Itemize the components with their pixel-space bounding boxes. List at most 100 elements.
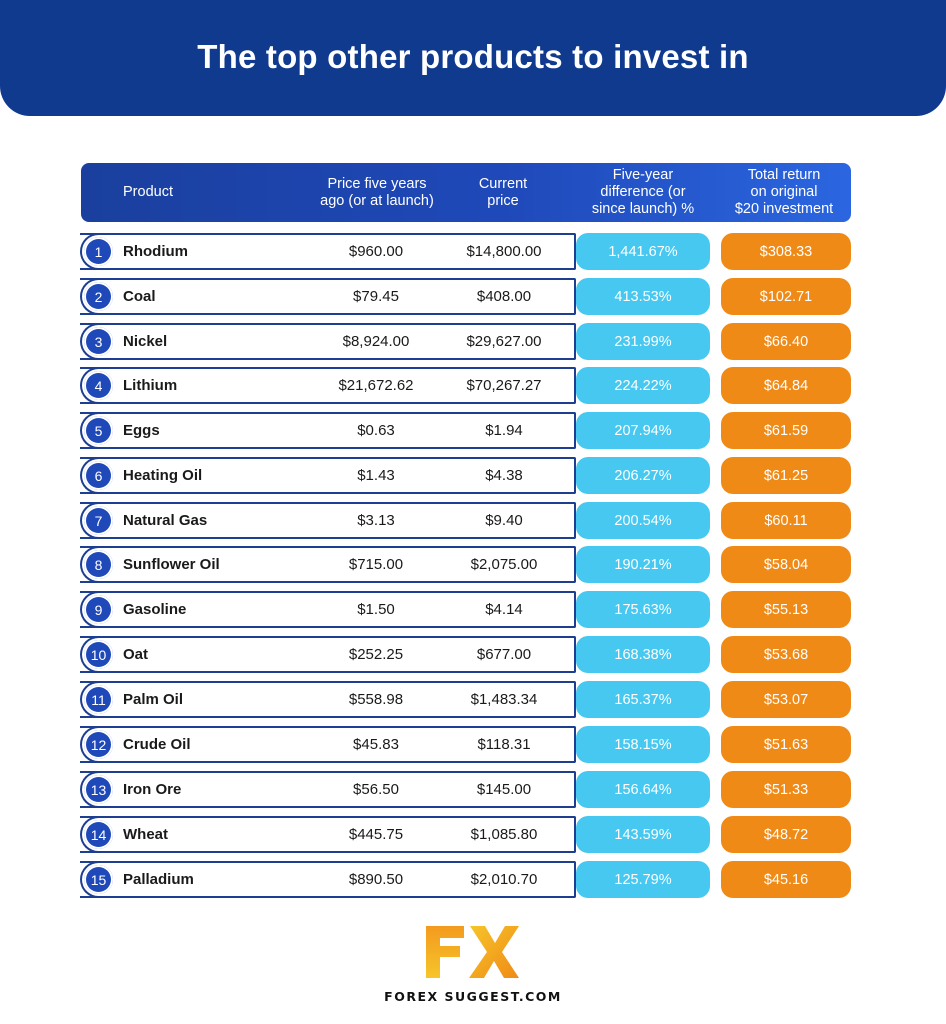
table-row: 7 Natural Gas $3.13 $9.40 200.54% $60.11 <box>80 502 851 539</box>
rank-badge: 6 <box>84 461 113 490</box>
table-row: 13 Iron Ore $56.50 $145.00 156.64% $51.33 <box>80 771 851 808</box>
row-border <box>80 502 576 539</box>
table-row: 10 Oat $252.25 $677.00 168.38% $53.68 <box>80 636 851 673</box>
table-row: 5 Eggs $0.63 $1.94 207.94% $61.59 <box>80 412 851 449</box>
difference-percent-pill: 413.53% <box>576 278 710 315</box>
row-border <box>80 816 576 853</box>
table-row: 9 Gasoline $1.50 $4.14 175.63% $55.13 <box>80 591 851 628</box>
current-price: $118.31 <box>477 736 531 753</box>
row-border <box>80 681 576 718</box>
difference-percent-pill: 224.22% <box>576 367 710 404</box>
row-border <box>80 367 576 404</box>
row-border <box>80 636 576 673</box>
header-five-year-difference: Five-year difference (or since launch) % <box>591 167 695 217</box>
current-price: $2,075.00 <box>470 556 538 573</box>
total-return-pill: $60.11 <box>721 502 851 539</box>
difference-percent-pill: 175.63% <box>576 591 710 628</box>
price-five-years: $0.63 <box>357 422 395 439</box>
difference-percent-pill: 200.54% <box>576 502 710 539</box>
difference-percent-pill: 165.37% <box>576 681 710 718</box>
price-five-years: $252.25 <box>348 646 404 663</box>
total-return-pill: $48.72 <box>721 816 851 853</box>
rank-badge: 2 <box>84 282 113 311</box>
table-header: Product Price five years ago (or at laun… <box>81 163 851 222</box>
difference-percent-pill: 143.59% <box>576 816 710 853</box>
price-five-years: $445.75 <box>348 826 404 843</box>
total-return-pill: $55.13 <box>721 591 851 628</box>
table-row: 14 Wheat $445.75 $1,085.80 143.59% $48.72 <box>80 816 851 853</box>
table-row: 4 Lithium $21,672.62 $70,267.27 224.22% $64.8… <box>80 367 851 404</box>
difference-percent-pill: 168.38% <box>576 636 710 673</box>
current-price: $4.14 <box>485 601 523 618</box>
table-row: 12 Crude Oil $45.83 $118.31 158.15% $51.63 <box>80 726 851 763</box>
price-five-years: $715.00 <box>348 556 404 573</box>
price-five-years: $45.83 <box>353 736 399 753</box>
rank-badge: 13 <box>84 775 113 804</box>
brand-name: FOREX SUGGEST.COM <box>384 989 562 1004</box>
rank-badge: 9 <box>84 595 113 624</box>
price-five-years: $3.13 <box>357 512 395 529</box>
total-return-pill: $66.40 <box>721 323 851 360</box>
table-row: 8 Sunflower Oil $715.00 $2,075.00 190.21% $58… <box>80 546 851 583</box>
product-name: Crude Oil <box>123 736 191 753</box>
title-banner: The top other products to invest in <box>0 0 946 116</box>
header-total-return: Total return on original $20 investment <box>734 167 834 217</box>
difference-percent-pill: 190.21% <box>576 546 710 583</box>
table-row: 6 Heating Oil $1.43 $4.38 206.27% $61.25 <box>80 457 851 494</box>
product-name: Heating Oil <box>123 467 203 484</box>
product-name: Coal <box>123 288 156 305</box>
total-return-pill: $58.04 <box>721 546 851 583</box>
table-row: 15 Palladium $890.50 $2,010.70 125.79% $45.16 <box>80 861 851 898</box>
table-row: 1 Rhodium $960.00 $14,800.00 1,441.67% $308.3… <box>80 233 851 270</box>
header-product: Product <box>123 184 173 200</box>
price-five-years: $890.50 <box>348 871 404 888</box>
current-price: $9.40 <box>485 512 523 529</box>
current-price: $70,267.27 <box>466 377 542 394</box>
difference-percent-pill: 156.64% <box>576 771 710 808</box>
price-five-years: $8,924.00 <box>342 333 410 350</box>
difference-percent-pill: 207.94% <box>576 412 710 449</box>
current-price: $677.00 <box>476 646 532 663</box>
difference-percent-pill: 125.79% <box>576 861 710 898</box>
fx-logo-icon <box>426 926 519 978</box>
difference-percent-pill: 231.99% <box>576 323 710 360</box>
product-name: Palm Oil <box>123 691 184 708</box>
current-price: $1,483.34 <box>470 691 538 708</box>
table-row: 2 Coal $79.45 $408.00 413.53% $102.71 <box>80 278 851 315</box>
total-return-pill: $45.16 <box>721 861 851 898</box>
total-return-pill: $61.25 <box>721 457 851 494</box>
product-name: Wheat <box>123 826 168 843</box>
price-five-years: $1.50 <box>357 601 395 618</box>
current-price: $4.38 <box>485 467 523 484</box>
rank-badge: 11 <box>84 685 113 714</box>
row-border <box>80 233 576 270</box>
header-current-price: Current price <box>478 175 528 209</box>
product-name: Sunflower Oil <box>123 556 220 573</box>
row-border <box>80 861 576 898</box>
total-return-pill: $308.33 <box>721 233 851 270</box>
rank-badge: 12 <box>84 730 113 759</box>
table-row: 11 Palm Oil $558.98 $1,483.34 165.37% $53.07 <box>80 681 851 718</box>
rank-badge: 4 <box>84 371 113 400</box>
header-price-five-years: Price five years ago (or at launch) <box>320 175 434 209</box>
product-name: Oat <box>123 646 149 663</box>
rank-badge: 1 <box>84 237 113 266</box>
rank-badge: 14 <box>84 820 113 849</box>
product-name: Gasoline <box>123 601 187 618</box>
current-price: $14,800.00 <box>466 243 542 260</box>
product-name: Iron Ore <box>123 781 182 798</box>
row-border <box>80 591 576 628</box>
price-five-years: $21,672.62 <box>338 377 414 394</box>
product-name: Lithium <box>123 377 178 394</box>
current-price: $2,010.70 <box>470 871 538 888</box>
rank-badge: 3 <box>84 327 113 356</box>
page-title: The top other products to invest in <box>197 38 749 75</box>
row-border <box>80 323 576 360</box>
price-five-years: $56.50 <box>353 781 399 798</box>
total-return-pill: $102.71 <box>721 278 851 315</box>
rank-badge: 7 <box>84 506 113 535</box>
product-name: Nickel <box>123 333 168 350</box>
row-border <box>80 278 576 315</box>
total-return-pill: $51.63 <box>721 726 851 763</box>
rank-badge: 8 <box>84 550 113 579</box>
